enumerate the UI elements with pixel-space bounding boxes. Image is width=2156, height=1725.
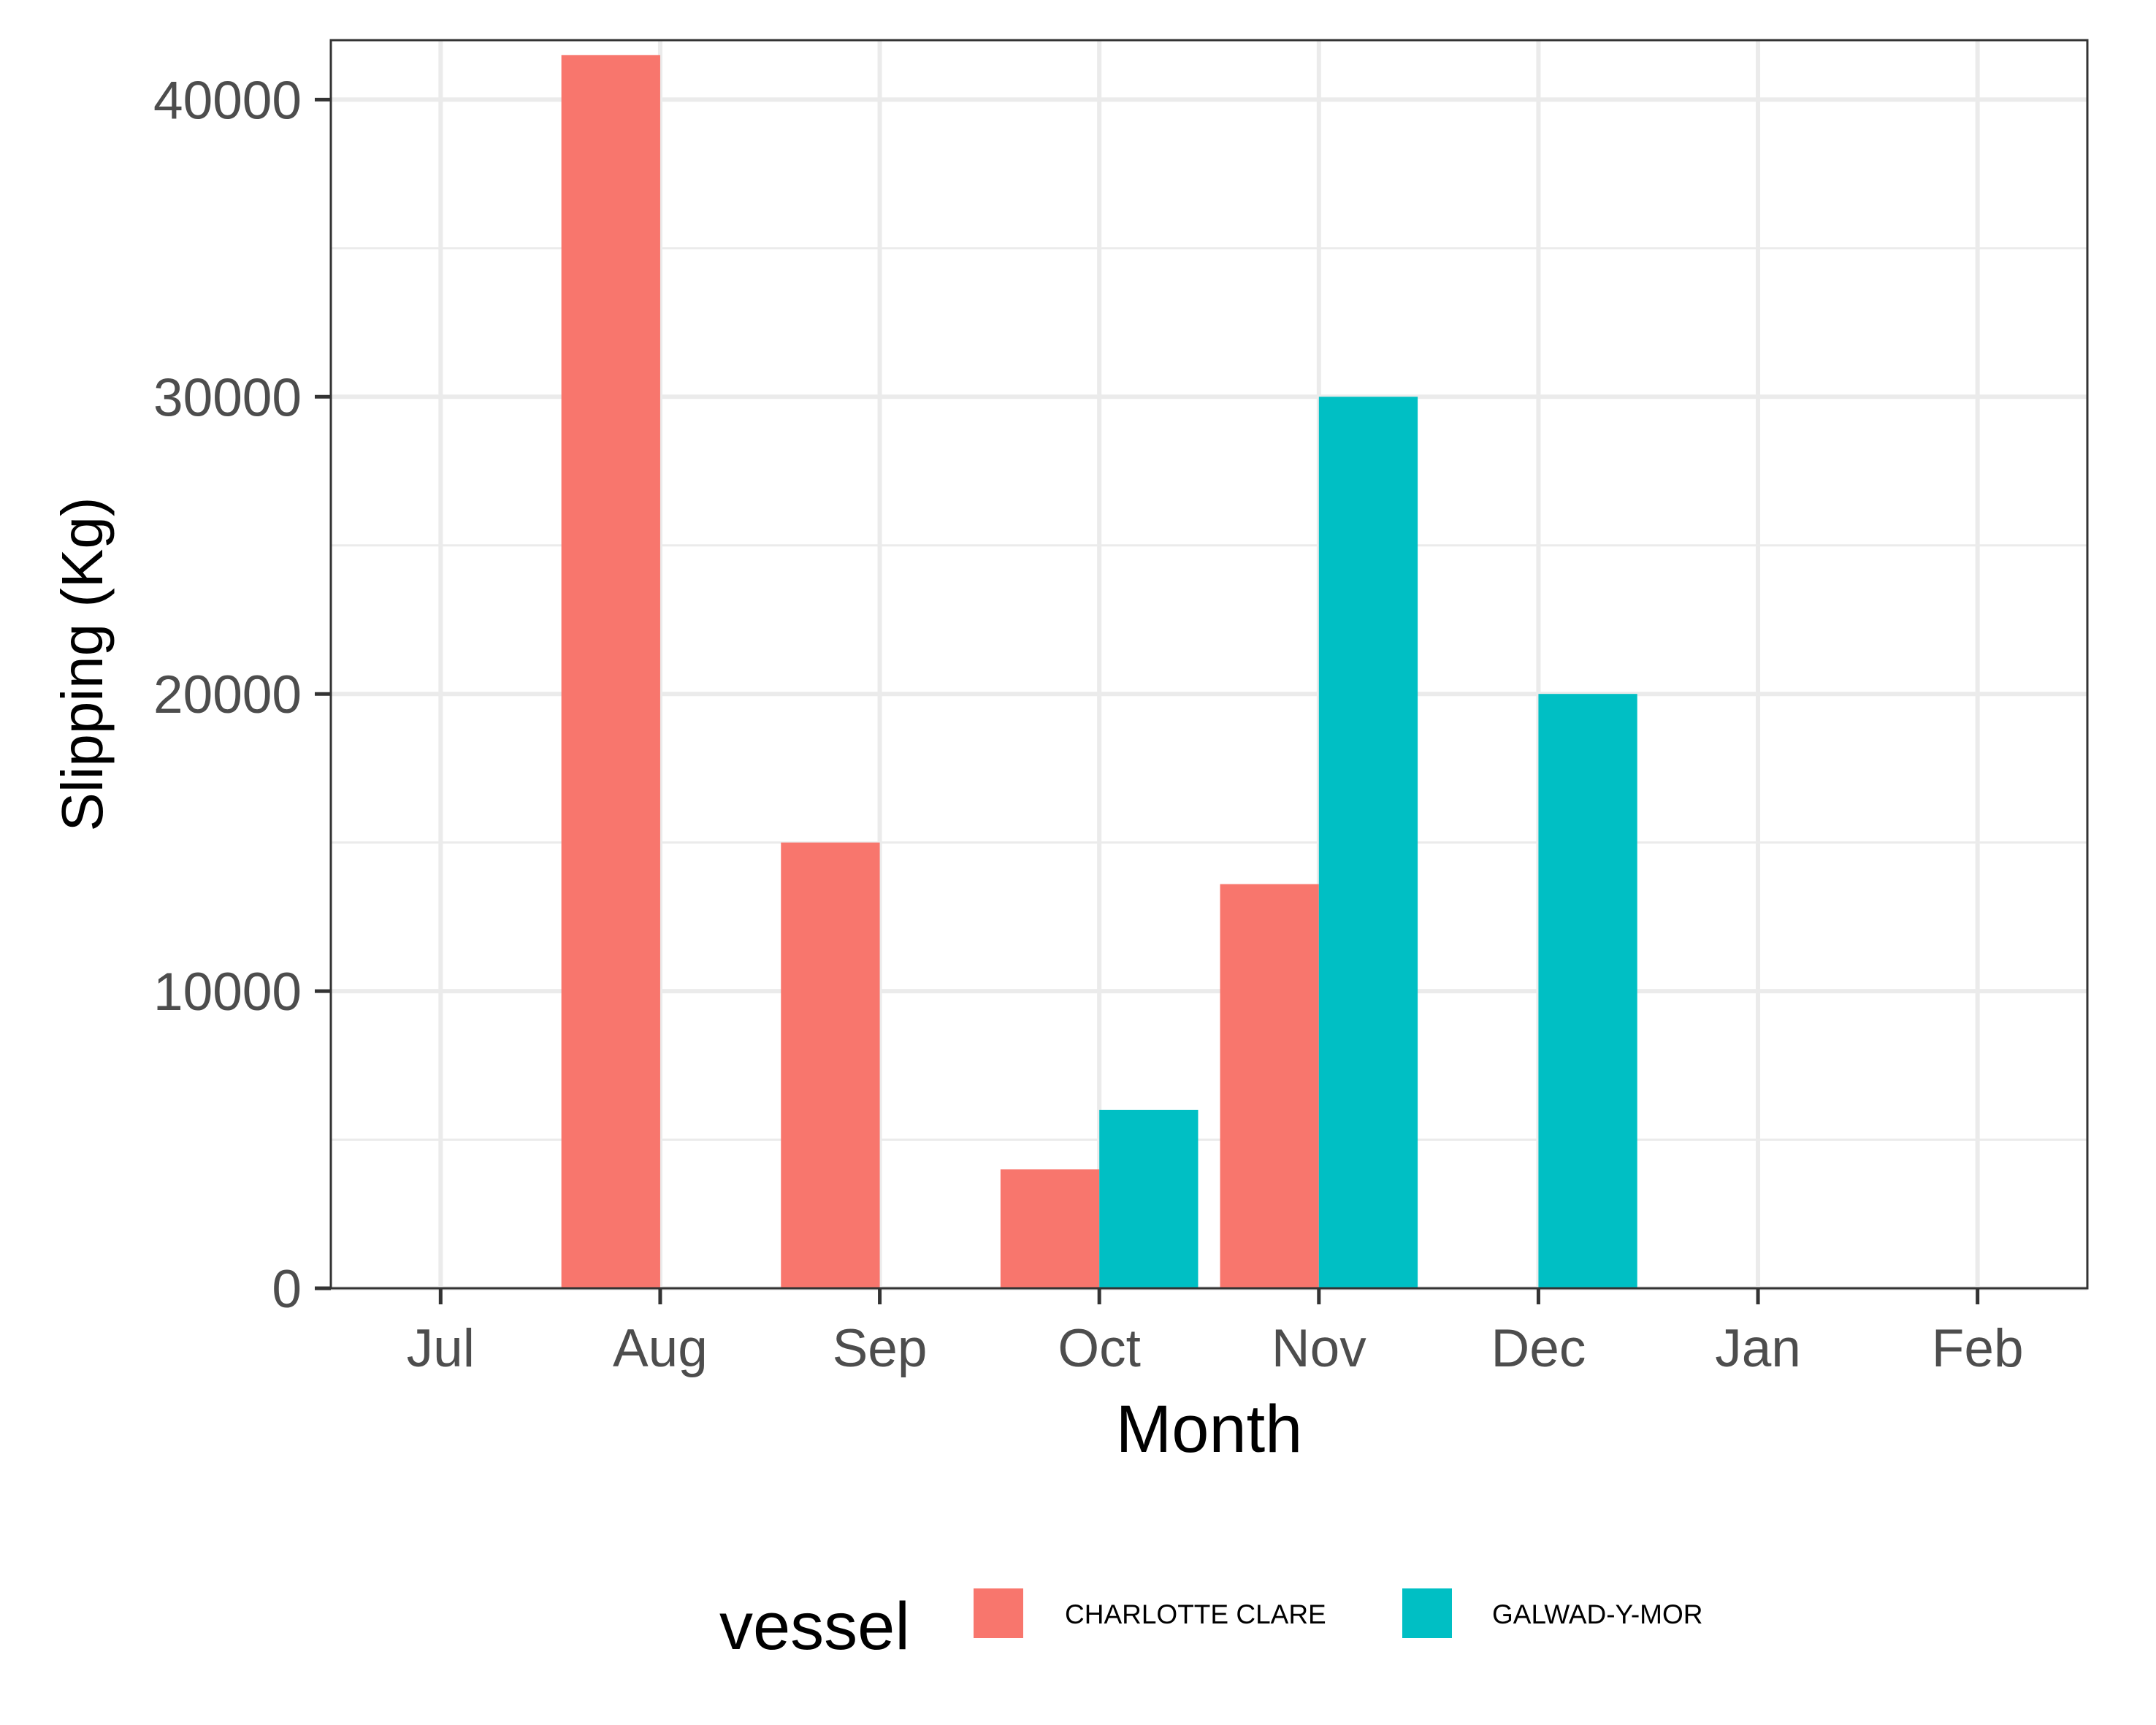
legend-items: CHARLOTTE CLARE GALWAD-Y-MOR <box>974 1588 1702 1638</box>
x-tick-label: Jan <box>1715 1319 1801 1378</box>
x-tick-label: Feb <box>1932 1319 2024 1378</box>
bar-charlotte-clare-oct <box>1000 1169 1100 1288</box>
x-tick-label: Dec <box>1491 1319 1586 1378</box>
x-tick-label: Sep <box>833 1319 928 1378</box>
x-axis-title: Month <box>1116 1392 1303 1466</box>
bar-charlotte-clare-aug <box>561 55 660 1289</box>
y-axis-title: Slipping (Kg) <box>50 497 115 831</box>
bars <box>561 55 1637 1289</box>
bar-charlotte-clare-nov <box>1220 884 1319 1288</box>
y-tick-label: 10000 <box>153 963 302 1022</box>
bar-galwad-y-mor-oct <box>1099 1109 1199 1288</box>
legend-key-charlotte-clare <box>974 1588 1023 1638</box>
legend-label: GALWAD-Y-MOR <box>1492 1599 1702 1629</box>
axes: 0 10000 20000 30000 40000 Jul Aug Sep Oct Nov Dec J… <box>153 71 2024 1378</box>
legend-label: CHARLOTTE CLARE <box>1065 1599 1326 1629</box>
y-tick-label: 20000 <box>153 665 302 724</box>
panel-border <box>329 39 2089 1290</box>
bar-charlotte-clare-sep <box>781 842 880 1288</box>
legend-key-galwad-y-mor <box>1402 1588 1452 1638</box>
x-tick-label: Jul <box>407 1319 475 1378</box>
x-tick-label: Oct <box>1058 1319 1141 1378</box>
y-tick-label: 0 <box>272 1260 302 1319</box>
legend: vessel CHARLOTTE CLARE GALWAD-Y-MOR <box>719 1588 1702 1664</box>
y-tick-label: 40000 <box>153 71 302 130</box>
legend-title: vessel <box>719 1589 910 1664</box>
x-tick-label: Nov <box>1272 1319 1366 1378</box>
bar-galwad-y-mor-nov <box>1318 397 1418 1289</box>
x-tick-label: Aug <box>613 1319 708 1378</box>
bar-galwad-y-mor-dec <box>1538 694 1637 1288</box>
y-tick-label: 30000 <box>153 368 302 427</box>
